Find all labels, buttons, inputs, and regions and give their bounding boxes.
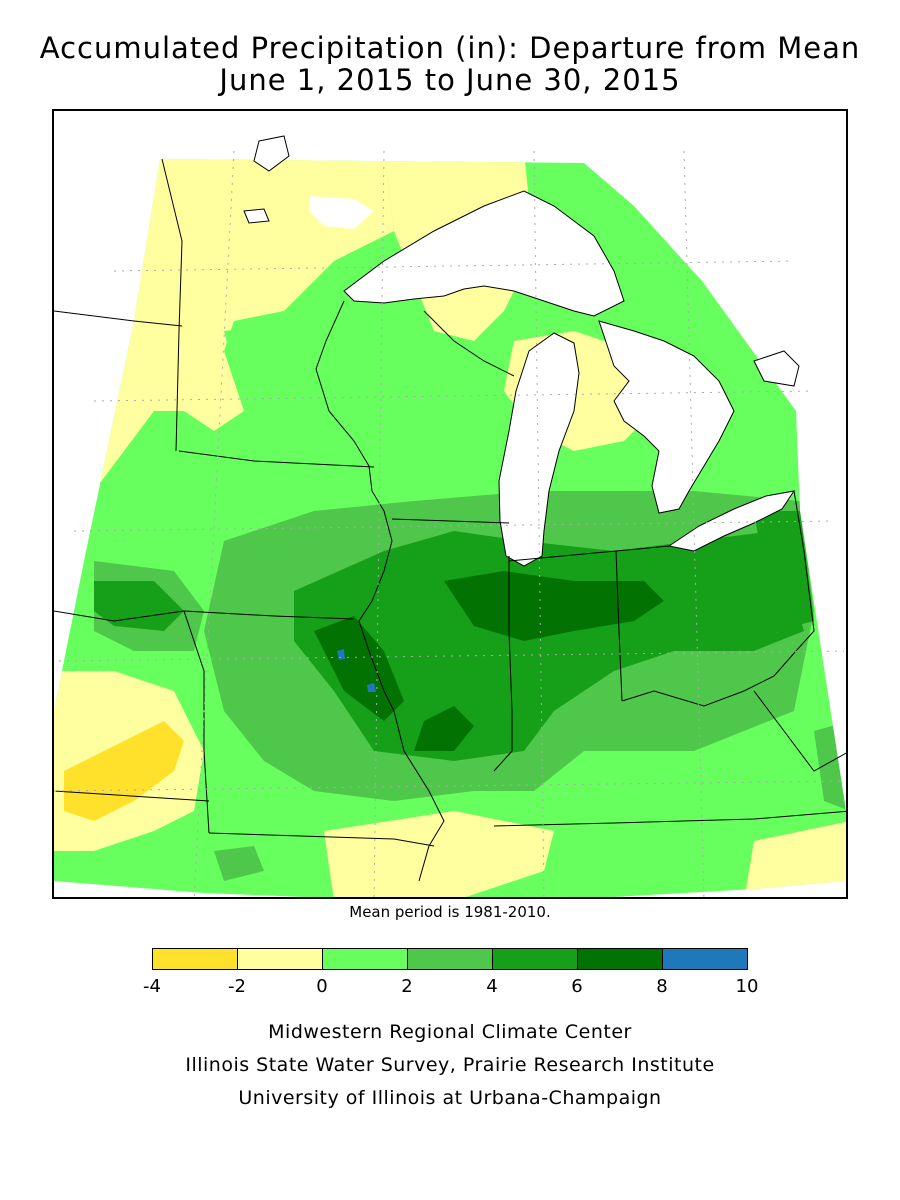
legend-swatch <box>322 948 408 970</box>
lake-of-the-woods <box>253 135 290 172</box>
lake-huron <box>598 320 735 514</box>
much-wetter-band-east <box>754 511 814 631</box>
legend-tick-label: -4 <box>143 976 161 997</box>
lake-superior <box>343 190 625 317</box>
border-indiana-ohio <box>615 550 623 702</box>
legend-swatch <box>662 948 748 970</box>
extreme-wet-spot-2 <box>367 683 376 692</box>
precipitation-map <box>52 109 848 899</box>
border-wisconsin-illinois <box>391 518 510 524</box>
mean-period-note: Mean period is 1981-2010. <box>349 903 551 921</box>
state-borders <box>54 158 846 882</box>
map-title-line-1: Accumulated Precipitation (in): Departur… <box>39 31 861 65</box>
legend-tick-label: -2 <box>228 976 246 997</box>
credit-line-1: Midwestern Regional Climate Center <box>268 1021 632 1043</box>
credit-line-3: University of Illinois at Urbana-Champai… <box>238 1087 662 1109</box>
legend-tick-label: 10 <box>735 976 759 997</box>
legend-swatch <box>407 948 493 970</box>
legend-tick-label: 4 <box>486 976 498 997</box>
legend-tick-label: 8 <box>656 976 668 997</box>
very-dry-area-southwest <box>64 721 184 821</box>
map-canvas <box>54 135 846 897</box>
border-michigan-wisconsin <box>423 310 515 377</box>
border-wv-virginia <box>753 690 846 772</box>
canada-cutout <box>309 196 374 229</box>
border-ohio-east <box>793 490 815 652</box>
dry-area-northwest <box>74 159 394 491</box>
color-legend <box>152 948 748 970</box>
dry-area-south-central <box>324 811 554 897</box>
wettest-area-illinois-indiana <box>444 571 664 641</box>
credit-line-2: Illinois State Water Survey, Prairie Res… <box>185 1054 715 1076</box>
legend-tick-label: 6 <box>571 976 583 997</box>
map-title-line-2: June 1, 2015 to June 30, 2015 <box>219 63 681 97</box>
border-illinois-indiana <box>493 556 513 772</box>
border-ohio-kentucky <box>621 650 797 707</box>
wet-pocket-northwest <box>224 321 414 461</box>
legend-swatch <box>492 948 578 970</box>
border-kansas-oklahoma <box>54 790 210 802</box>
border-minnesota-iowa <box>178 450 375 468</box>
legend-swatch <box>237 948 323 970</box>
legend-tick-label: 2 <box>401 976 413 997</box>
legend-swatch <box>152 948 238 970</box>
border-iowa-missouri <box>183 610 355 620</box>
border-iowa-illinois <box>358 540 395 712</box>
legend-swatch <box>577 948 663 970</box>
lake-michigan <box>498 332 580 567</box>
border-minnesota-dakotas <box>161 158 183 452</box>
border-minnesota-wisconsin <box>315 300 393 542</box>
border-mississippi-river-south <box>393 710 445 882</box>
much-wetter-band-central <box>294 531 804 761</box>
wettest-area-iowa-illinois <box>314 616 404 721</box>
red-lake <box>243 208 270 224</box>
border-dakotas <box>54 310 183 327</box>
lake-erie <box>667 490 796 552</box>
border-missouri-arkansas <box>208 832 435 847</box>
dry-area-southeast <box>744 821 846 897</box>
lake-ontario <box>753 350 800 387</box>
lat-lon-graticule <box>54 150 846 897</box>
wettest-area-south-illinois <box>414 706 474 751</box>
border-kentucky-tennessee <box>493 810 846 827</box>
legend-tick-label: 0 <box>316 976 328 997</box>
wetter-patch-southwest <box>214 846 264 881</box>
border-michigan-ohio <box>508 545 670 562</box>
much-wetter-band-west <box>94 581 184 631</box>
border-nebraska-kansas <box>54 610 185 622</box>
